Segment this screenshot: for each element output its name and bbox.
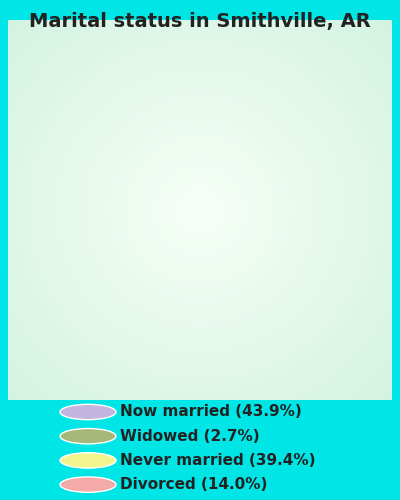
Text: Divorced (14.0%): Divorced (14.0%) [120, 477, 267, 492]
Wedge shape [214, 270, 250, 340]
Text: Marital status in Smithville, AR: Marital status in Smithville, AR [29, 12, 371, 32]
Text: City-Data.com: City-Data.com [304, 32, 378, 42]
Wedge shape [200, 76, 334, 334]
Circle shape [60, 477, 116, 492]
Circle shape [60, 404, 116, 419]
Circle shape [60, 428, 116, 444]
Circle shape [60, 452, 116, 468]
Text: Never married (39.4%): Never married (39.4%) [120, 453, 316, 468]
Text: Widowed (2.7%): Widowed (2.7%) [120, 428, 260, 444]
Text: Now married (43.9%): Now married (43.9%) [120, 404, 302, 419]
Wedge shape [97, 76, 200, 168]
Wedge shape [66, 124, 228, 344]
